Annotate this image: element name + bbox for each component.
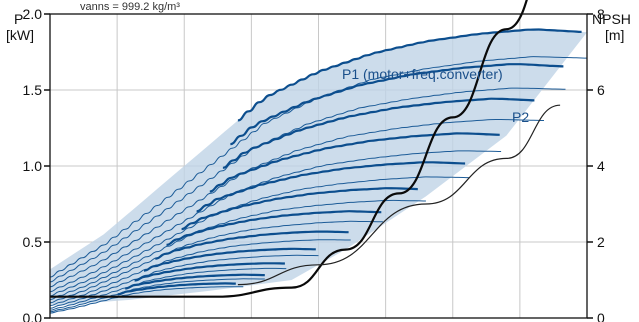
p1-curve bbox=[196, 161, 466, 213]
p2-curve bbox=[49, 286, 244, 314]
npsh-curve bbox=[50, 0, 561, 298]
power-curves bbox=[49, 28, 588, 314]
left-tick-label: 1.5 bbox=[23, 82, 43, 98]
npsh-line bbox=[50, 0, 528, 298]
left-tick-label: 0.0 bbox=[23, 310, 43, 322]
p2-curve bbox=[49, 220, 383, 304]
p2-annotation: P2 bbox=[512, 109, 529, 125]
p1-curve bbox=[237, 28, 582, 122]
p1-curve bbox=[125, 273, 265, 290]
p2-curve bbox=[49, 267, 287, 311]
p2-curve bbox=[49, 176, 469, 297]
p2-curve bbox=[49, 118, 545, 288]
p1-curve bbox=[117, 282, 236, 296]
p2-curve bbox=[49, 239, 351, 307]
right-tick-label: 6 bbox=[597, 82, 605, 98]
left-tick-label: 2.0 bbox=[23, 6, 43, 22]
p2-curve bbox=[49, 87, 566, 283]
p1-curve bbox=[209, 132, 500, 193]
p1-annotation: P1 (motor+freq.converter) bbox=[342, 66, 503, 82]
left-axis-label-symbol: P bbox=[14, 11, 23, 27]
right-tick-label: 4 bbox=[597, 158, 605, 174]
right-tick-label: 8 bbox=[597, 6, 605, 22]
p1-curve bbox=[166, 210, 382, 246]
left-tick-label: 0.5 bbox=[23, 234, 43, 250]
left-tick-label: 1.0 bbox=[23, 158, 43, 174]
right-axis-label-symbol: NPSH bbox=[592, 11, 631, 27]
density-note: ᴠanns = 999.2 kg/m³ bbox=[80, 1, 180, 13]
p2-curve bbox=[49, 254, 319, 309]
right-tick-label: 2 bbox=[597, 234, 605, 250]
right-tick-label: 0 bbox=[597, 310, 605, 322]
p2-curve bbox=[49, 278, 265, 313]
right-tick-labels: 0 2 4 6 8 bbox=[587, 6, 605, 322]
p1-curve bbox=[143, 247, 316, 272]
npsh-line bbox=[237, 104, 561, 286]
p2-curve bbox=[49, 199, 426, 300]
p1-curve bbox=[230, 63, 564, 146]
left-axis-label-unit: [kW] bbox=[6, 27, 34, 43]
right-axis-label-unit: [m] bbox=[605, 27, 624, 43]
left-tick-labels: 0.0 0.5 1.0 1.5 2.0 bbox=[23, 6, 50, 322]
p1-curve bbox=[155, 230, 349, 260]
p1-curve bbox=[134, 262, 285, 282]
p1-curve bbox=[222, 97, 535, 169]
p1-curve bbox=[181, 187, 418, 231]
